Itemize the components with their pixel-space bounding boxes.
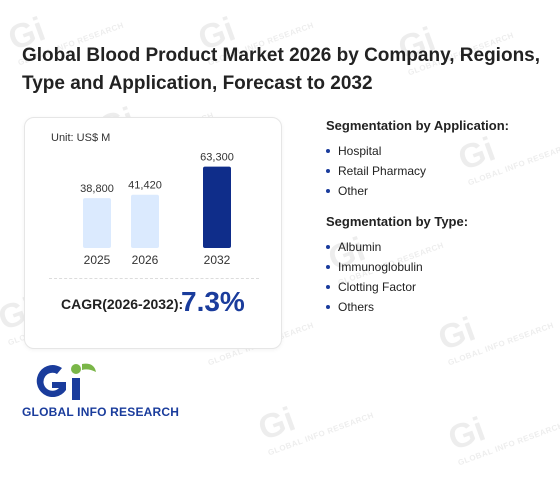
chart-card: Unit: US$ M 38,800 2025 41,420 2026 63,300 20… xyxy=(24,117,282,349)
segmentation-type-heading: Segmentation by Type: xyxy=(326,214,469,229)
list-item: Retail Pharmacy xyxy=(326,161,546,181)
type-list: Albumin Immunoglobulin Clotting Factor O… xyxy=(326,237,546,317)
value-label: 41,420 xyxy=(128,180,162,192)
segmentation-application-heading: Segmentation by Application: xyxy=(326,118,509,133)
bar-2032 xyxy=(203,166,231,248)
bar-2025 xyxy=(83,198,111,248)
divider xyxy=(49,278,259,279)
category-label: 2025 xyxy=(84,253,111,267)
list-item: Clotting Factor xyxy=(326,277,546,297)
unit-label: Unit: US$ M xyxy=(51,132,111,144)
category-label: 2026 xyxy=(132,253,159,267)
list-item: Others xyxy=(326,297,546,317)
list-item: Hospital xyxy=(326,141,546,161)
category-label: 2032 xyxy=(204,253,231,267)
logo-name: GLOBAL INFO RESEARCH xyxy=(22,405,180,419)
segmentation-type: Segmentation by Type: Albumin Immunoglob… xyxy=(326,214,546,317)
company-logo: GLOBAL INFO RESEARCH xyxy=(22,360,192,422)
value-label: 38,800 xyxy=(80,183,114,195)
application-list: Hospital Retail Pharmacy Other xyxy=(326,141,546,201)
bar-chart: 38,800 2025 41,420 2026 63,300 2032 xyxy=(80,152,234,267)
value-label: 63,300 xyxy=(200,152,234,164)
page-title: Global Blood Product Market 2026 by Comp… xyxy=(22,45,541,94)
logo-mark-icon xyxy=(36,363,96,400)
segmentation-application: Segmentation by Application: Hospital Re… xyxy=(326,118,546,201)
list-item: Albumin xyxy=(326,237,546,257)
bar-2026 xyxy=(131,194,159,248)
list-item: Immunoglobulin xyxy=(326,257,546,277)
cagr-label: CAGR(2026-2032): xyxy=(61,296,184,312)
cagr-value: 7.3% xyxy=(181,286,245,317)
list-item: Other xyxy=(326,181,546,201)
